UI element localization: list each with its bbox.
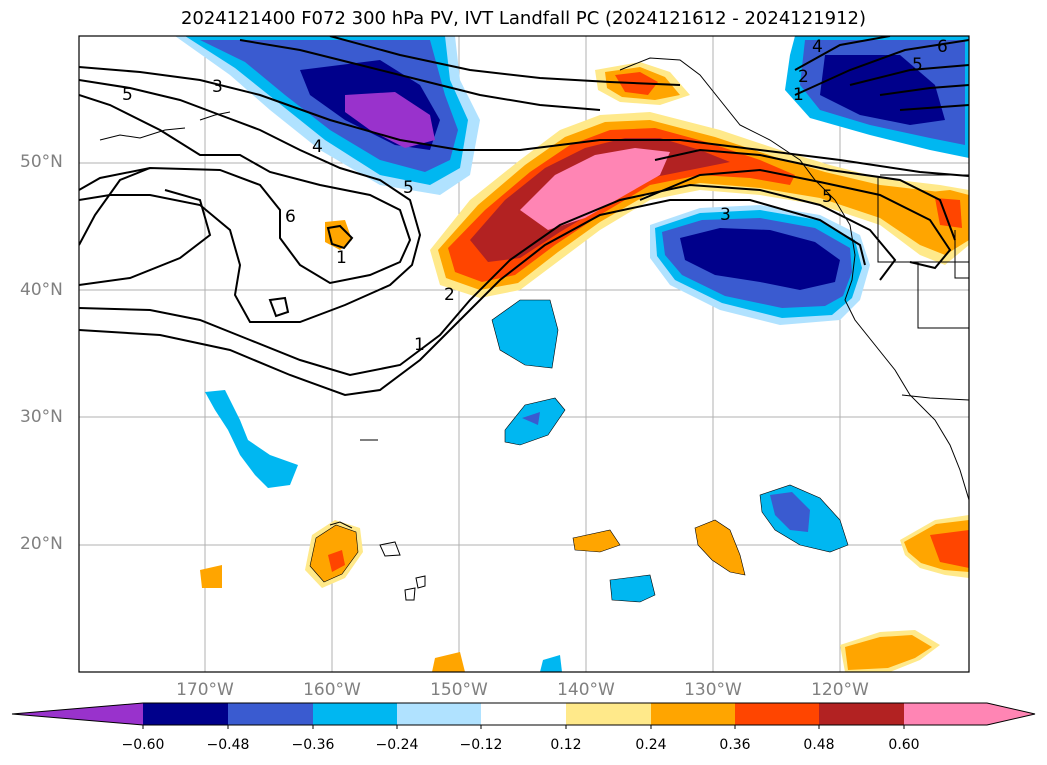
contour-label: 5 [403, 178, 414, 198]
colorbar-tick-label: −0.48 [206, 737, 250, 753]
lon-label-130w: 130°W [684, 680, 742, 700]
colorbar-swatch [228, 703, 313, 725]
contour-label: 1 [414, 335, 425, 355]
colorbar-swatch [481, 703, 566, 725]
contour-label: 4 [812, 37, 823, 57]
colorbar-tick-label: −0.24 [375, 737, 419, 753]
contour-label: 2 [798, 67, 809, 87]
colorbar-tick-label: −0.60 [121, 737, 165, 753]
negative-anomaly-central-east [650, 205, 870, 325]
map-title: 2024121400 F072 300 hPa PV, IVT Landfall… [180, 8, 867, 29]
anomaly-outlines [309, 299, 849, 603]
lon-label-150w: 150°W [430, 680, 488, 700]
contour-label: 1 [793, 85, 804, 105]
colorbar-ticks [142, 725, 905, 729]
colorbar-tick-label: 0.36 [719, 737, 751, 753]
lat-label-30n: 30°N [20, 407, 63, 427]
colorbar-swatch [651, 703, 735, 725]
contour-label: 3 [720, 205, 731, 225]
contour-label: 6 [937, 37, 948, 57]
colorbar [11, 702, 1036, 729]
colorbar-swatch [819, 703, 904, 725]
negative-anomaly-northeast [785, 36, 969, 158]
lon-label-160w: 160°W [303, 680, 361, 700]
lon-label-120w: 120°W [811, 680, 869, 700]
contour-labels: 5 3 4 5 6 1 2 1 3 5 2 1 5 4 6 [122, 37, 948, 355]
colorbar-tick-label: −0.36 [291, 737, 335, 753]
pv-contours [79, 36, 969, 397]
colorbar-tick-label: 0.12 [550, 737, 582, 753]
lon-label-140w: 140°W [557, 680, 615, 700]
colorbar-swatch [313, 703, 397, 725]
colorbar-extend-left [12, 703, 143, 725]
small-anomaly-blobs [200, 220, 969, 672]
lat-label-40n: 40°N [20, 280, 63, 300]
colorbar-swatch [143, 703, 228, 725]
contour-label: 5 [822, 187, 833, 207]
lon-label-170w: 170°W [176, 680, 234, 700]
map-frame [78, 35, 970, 673]
colorbar-swatch [735, 703, 819, 725]
colorbar-tick-label: −0.12 [459, 737, 503, 753]
lat-label-50n: 50°N [20, 152, 63, 172]
colorbar-tick-label: 0.24 [635, 737, 667, 753]
contour-label: 3 [212, 77, 223, 97]
contour-label: 5 [912, 55, 923, 75]
contour-label: 5 [122, 85, 133, 105]
lat-label-20n: 20°N [20, 534, 63, 554]
colorbar-tick-label: 0.48 [803, 737, 835, 753]
colorbar-tick-label: 0.60 [888, 737, 920, 753]
colorbar-extend-right [904, 703, 1035, 725]
contour-label: 1 [336, 248, 347, 268]
contour-label: 2 [444, 285, 455, 305]
colorbar-swatch [397, 703, 481, 725]
contour-label: 6 [285, 207, 296, 227]
contour-label: 4 [312, 137, 323, 157]
colorbar-swatch [566, 703, 651, 725]
